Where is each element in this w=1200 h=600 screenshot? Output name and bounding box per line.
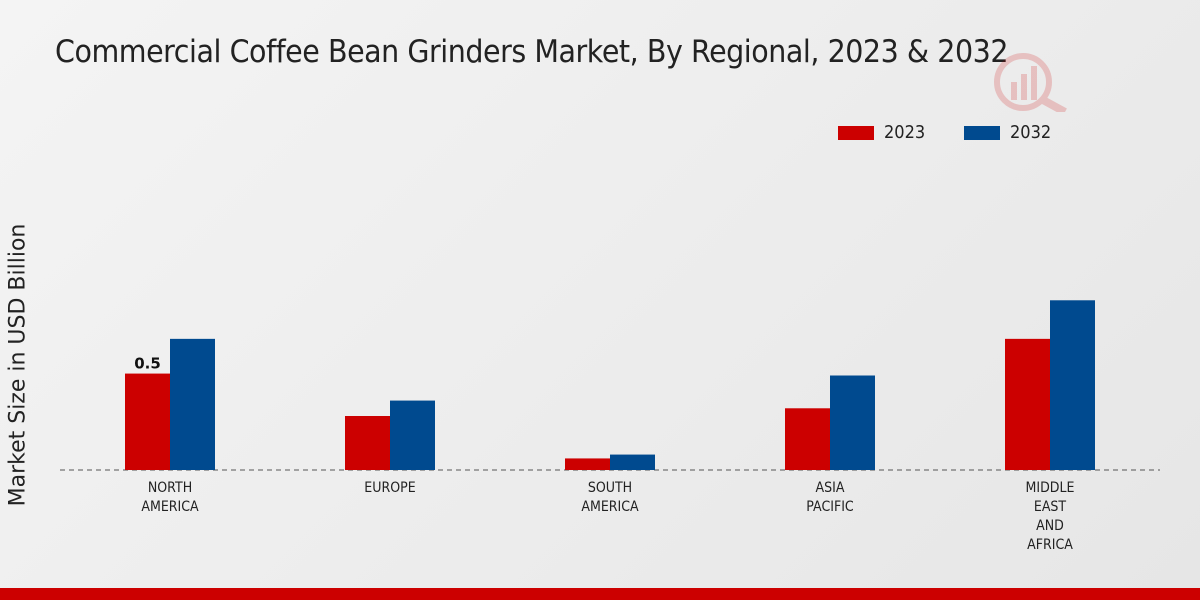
chart-title: Commercial Coffee Bean Grinders Market, … xyxy=(55,34,1009,70)
bar-2032-asia-pacific[interactable] xyxy=(830,375,875,471)
bar-2032-europe[interactable] xyxy=(390,400,435,470)
bar-2032-north-america[interactable] xyxy=(170,338,215,470)
bar-2023-south-america[interactable] xyxy=(565,458,610,470)
bar-2023-asia-pacific[interactable] xyxy=(785,408,830,470)
footer-bar xyxy=(0,588,1200,600)
legend-item-2023[interactable]: 2023 xyxy=(838,122,930,143)
x-tick-label: EUROPE xyxy=(364,480,416,496)
x-tick-label: MIDDLE EAST AND AFRICA xyxy=(1025,480,1075,553)
x-tick-label: NORTH AMERICA xyxy=(141,480,199,515)
legend-label-2032: 2032 xyxy=(1009,122,1052,143)
bar-2032-south-america[interactable] xyxy=(610,454,655,470)
logo-watermark-icon xyxy=(994,53,1067,112)
bar-2023-europe[interactable] xyxy=(345,416,390,470)
x-tick-label: SOUTH AMERICA xyxy=(581,480,639,515)
legend-swatch-2023 xyxy=(838,125,874,140)
bar-2023-middle-east-and-africa[interactable] xyxy=(1005,338,1050,470)
bar-2032-middle-east-and-africa[interactable] xyxy=(1050,300,1095,470)
data-label: 0.5 xyxy=(134,355,161,373)
x-tick-label: ASIA PACIFIC xyxy=(806,480,854,515)
legend-label-2023: 2023 xyxy=(884,122,926,143)
legend-swatch-2032 xyxy=(963,125,1000,140)
legend-item-2032[interactable]: 2032 xyxy=(963,122,1056,143)
legend: 2023 2032 xyxy=(838,122,1090,143)
bar-2023-north-america[interactable] xyxy=(125,373,170,470)
